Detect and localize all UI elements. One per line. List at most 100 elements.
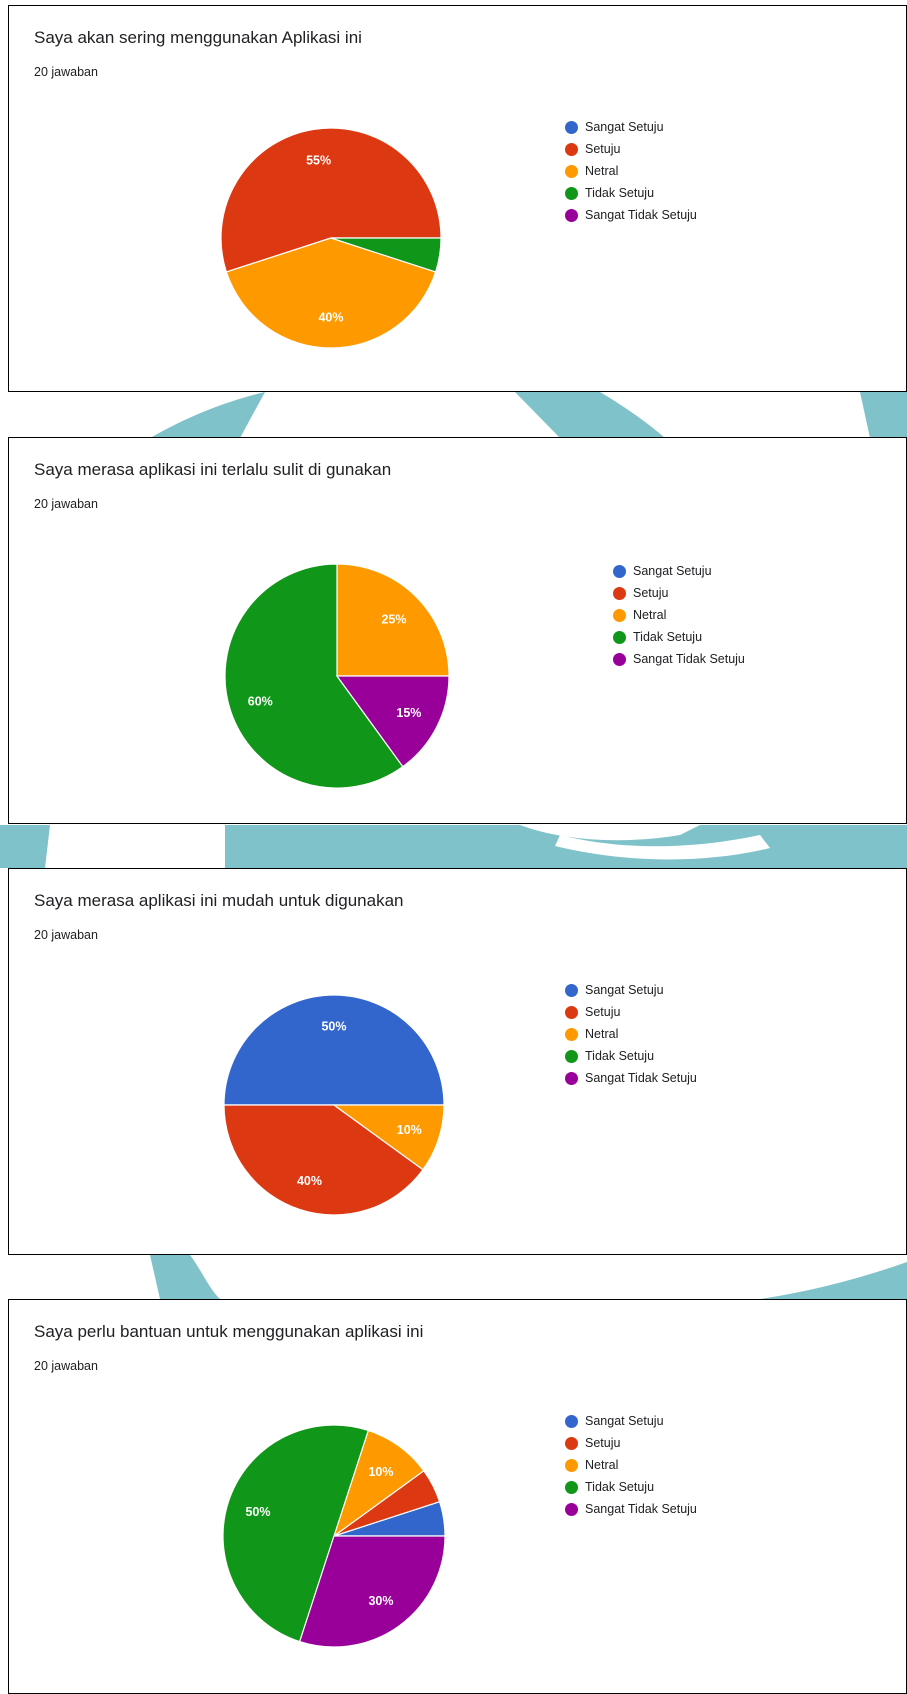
legend-swatch xyxy=(565,1027,578,1041)
legend-item: Setuju xyxy=(565,1432,697,1454)
legend-swatch xyxy=(565,983,578,997)
chart-card: Saya merasa aplikasi ini terlalu sulit d… xyxy=(8,437,907,824)
legend-item: Sangat Tidak Setuju xyxy=(565,1067,697,1089)
response-count: 20 jawaban xyxy=(34,1359,98,1373)
legend-item: Tidak Setuju xyxy=(565,182,697,204)
legend-label: Tidak Setuju xyxy=(585,1480,655,1494)
chart-card: Saya merasa aplikasi ini mudah untuk dig… xyxy=(8,868,907,1255)
chart-legend: Sangat Setuju Setuju Netral Tidak Setuju… xyxy=(565,1410,697,1520)
pie-slice xyxy=(224,563,404,789)
legend-label: Setuju xyxy=(585,1005,621,1019)
watermark-swoosh xyxy=(760,1262,907,1299)
pie-slice xyxy=(330,237,442,273)
slice-data-label: 10% xyxy=(397,1123,422,1137)
pie-chart: 55% 40% xyxy=(220,127,442,349)
legend-swatch xyxy=(565,1502,578,1516)
pie-slice xyxy=(298,1535,446,1648)
legend-swatch xyxy=(565,1436,578,1450)
legend-label: Sangat Setuju xyxy=(633,564,712,578)
legend-label: Sangat Setuju xyxy=(585,120,664,134)
legend-label: Tidak Setuju xyxy=(585,1049,655,1063)
watermark-swoosh xyxy=(150,1255,220,1299)
legend-item: Sangat Tidak Setuju xyxy=(613,648,745,670)
response-count: 20 jawaban xyxy=(34,928,98,942)
watermark-swoosh-cut xyxy=(555,835,770,860)
slice-data-label: 50% xyxy=(321,1019,346,1033)
chart-title: Saya merasa aplikasi ini mudah untuk dig… xyxy=(34,891,404,910)
legend-item: Netral xyxy=(565,1454,697,1476)
legend-item: Setuju xyxy=(565,1001,697,1023)
legend-swatch xyxy=(565,1414,578,1428)
legend-swatch xyxy=(565,142,578,156)
legend-swatch xyxy=(565,1480,578,1494)
legend-label: Netral xyxy=(585,164,619,178)
watermark-swoosh xyxy=(515,392,665,438)
chart-title: Saya akan sering menggunakan Aplikasi in… xyxy=(34,28,362,47)
legend-swatch xyxy=(613,652,626,666)
legend-item: Sangat Tidak Setuju xyxy=(565,1498,697,1520)
pie-chart: 25% 60% 15% xyxy=(224,563,450,789)
legend-swatch xyxy=(565,1071,578,1085)
slice-data-label: 50% xyxy=(245,1505,270,1519)
chart-legend: Sangat Setuju Setuju Netral Tidak Setuju… xyxy=(613,560,745,670)
legend-item: Netral xyxy=(613,604,745,626)
legend-label: Sangat Tidak Setuju xyxy=(585,1502,697,1516)
legend-label: Setuju xyxy=(585,1436,621,1450)
legend-item: Tidak Setuju xyxy=(565,1045,697,1067)
response-count: 20 jawaban xyxy=(34,65,98,79)
legend-swatch xyxy=(565,1049,578,1063)
pie-slice xyxy=(332,1104,445,1171)
legend-label: Netral xyxy=(585,1027,619,1041)
pie-slice xyxy=(220,127,442,273)
chart-title: Saya perlu bantuan untuk menggunakan apl… xyxy=(34,1322,424,1341)
legend-swatch xyxy=(565,120,578,134)
legend-label: Sangat Setuju xyxy=(585,1414,664,1428)
legend-swatch xyxy=(565,1458,578,1472)
pie-slice xyxy=(223,1104,424,1216)
pie-slice xyxy=(223,994,445,1106)
chart-title: Saya merasa aplikasi ini terlalu sulit d… xyxy=(34,460,392,479)
chart-card: Saya perlu bantuan untuk menggunakan apl… xyxy=(8,1299,907,1694)
legend-label: Sangat Tidak Setuju xyxy=(585,1071,697,1085)
legend-swatch xyxy=(565,164,578,178)
slice-data-label: 60% xyxy=(248,694,273,708)
chart-legend: Sangat Setuju Setuju Netral Tidak Setuju… xyxy=(565,116,697,226)
legend-item: Netral xyxy=(565,1023,697,1045)
legend-item: Tidak Setuju xyxy=(613,626,745,648)
legend-item: Sangat Setuju xyxy=(613,560,745,582)
watermark-swoosh xyxy=(860,392,907,438)
watermark-swoosh xyxy=(150,392,265,438)
legend-item: Setuju xyxy=(613,582,745,604)
legend-label: Sangat Setuju xyxy=(585,983,664,997)
slice-data-label: 40% xyxy=(297,1174,322,1188)
legend-label: Setuju xyxy=(585,142,621,156)
slice-data-label: 25% xyxy=(381,613,406,627)
legend-swatch xyxy=(565,186,578,200)
legend-swatch xyxy=(613,630,626,644)
legend-item: Sangat Setuju xyxy=(565,116,697,138)
watermark-swoosh xyxy=(0,825,50,868)
legend-label: Sangat Tidak Setuju xyxy=(633,652,745,666)
legend-item: Sangat Tidak Setuju xyxy=(565,204,697,226)
pie-slice xyxy=(335,675,450,768)
legend-item: Netral xyxy=(565,160,697,182)
pie-chart: 10% 50% 30% xyxy=(222,1424,446,1648)
response-count: 20 jawaban xyxy=(34,497,98,511)
legend-swatch xyxy=(565,208,578,222)
legend-item: Tidak Setuju xyxy=(565,1476,697,1498)
legend-item: Setuju xyxy=(565,138,697,160)
chart-legend: Sangat Setuju Setuju Netral Tidak Setuju… xyxy=(565,979,697,1089)
legend-item: Sangat Setuju xyxy=(565,979,697,1001)
legend-item: Sangat Setuju xyxy=(565,1410,697,1432)
legend-swatch xyxy=(613,564,626,578)
slice-data-label: 55% xyxy=(306,153,331,167)
chart-card: Saya akan sering menggunakan Aplikasi in… xyxy=(8,5,907,392)
legend-label: Setuju xyxy=(633,586,669,600)
pie-slice xyxy=(222,1424,370,1643)
pie-slice xyxy=(336,563,450,677)
legend-label: Netral xyxy=(633,608,667,622)
legend-label: Netral xyxy=(585,1458,619,1472)
legend-label: Sangat Tidak Setuju xyxy=(585,208,697,222)
slice-data-label: 15% xyxy=(396,706,421,720)
